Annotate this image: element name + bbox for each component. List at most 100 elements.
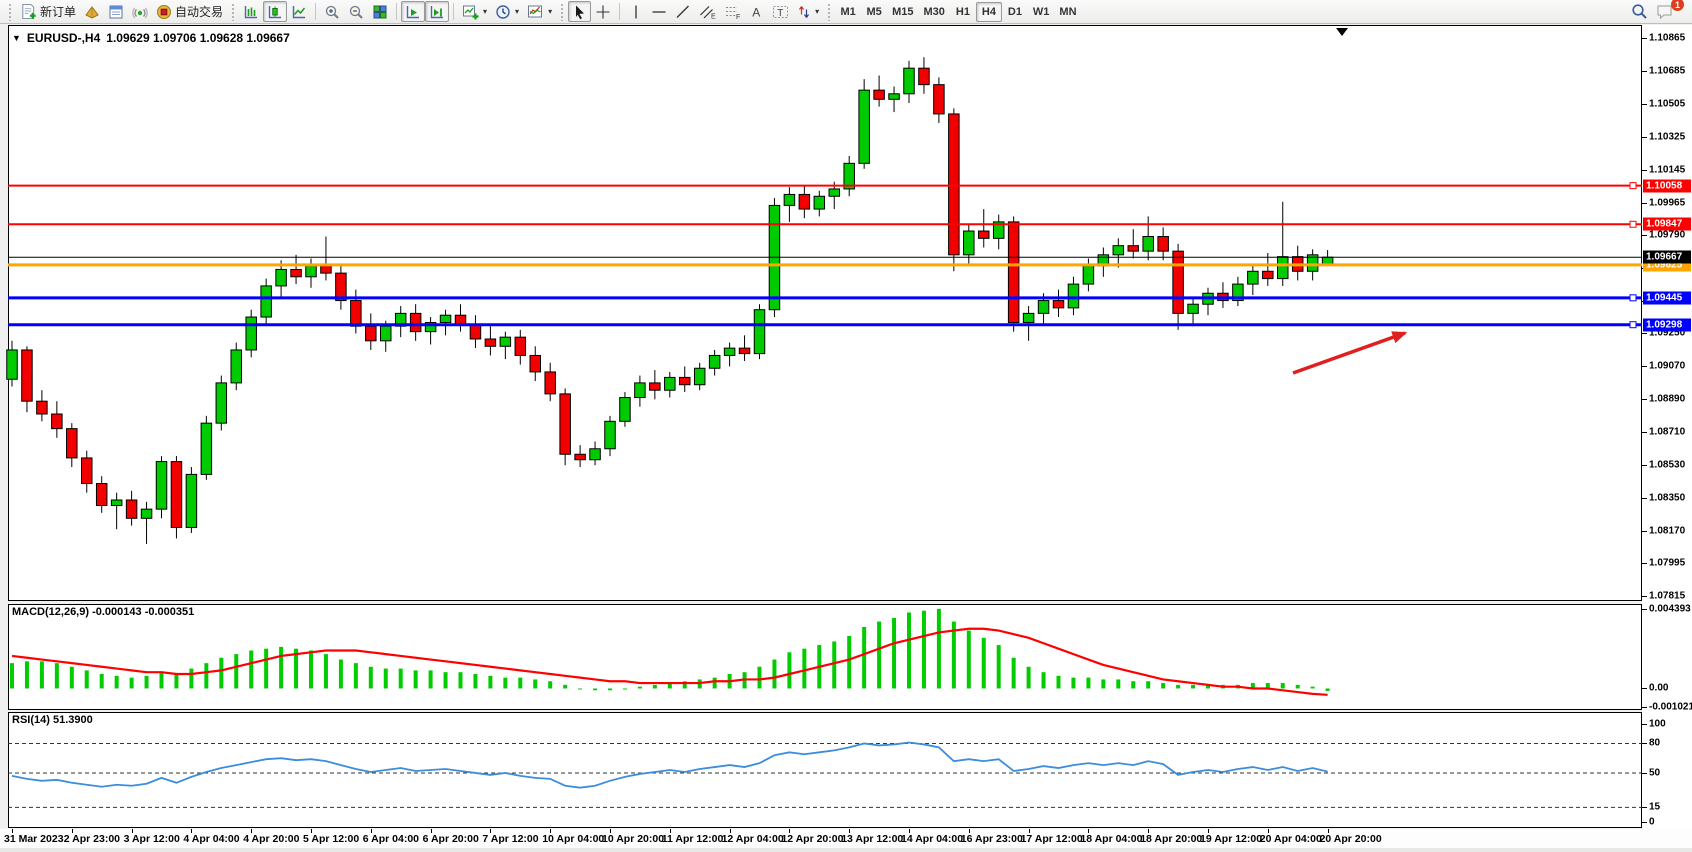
timeframe-MN[interactable]: MN	[1059, 5, 1077, 18]
new-order-icon	[20, 3, 37, 20]
chart-quotes: 1.09629 1.09706 1.09628 1.09667	[106, 31, 290, 45]
chart-symbol-period: EURUSD-,H4	[26, 31, 101, 45]
time-tick	[1028, 829, 1030, 833]
new-order-button[interactable]: 新订单	[16, 1, 80, 22]
chevron-down-icon: ▾	[483, 7, 488, 16]
time-tick	[1267, 829, 1269, 833]
cursor-button[interactable]	[568, 1, 592, 22]
chart-collapse-icon[interactable]: ▼	[12, 33, 21, 43]
signals-button[interactable]	[128, 1, 152, 22]
time-tick	[12, 829, 13, 833]
timeframe-M30[interactable]: M30	[923, 5, 945, 18]
price-tick-label: 1.09790	[1649, 229, 1686, 241]
auto-scroll-icon	[405, 4, 421, 20]
rsi-tick-label: 15	[1649, 801, 1661, 813]
chart-title: ▼ EURUSD-,H4 1.09629 1.09706 1.09628 1.0…	[12, 31, 290, 45]
rsi-value: 51.3900	[52, 714, 93, 726]
vertical-line-button[interactable]	[624, 1, 647, 22]
indicators-icon	[527, 4, 544, 20]
time-tick	[490, 829, 492, 833]
rsi-label: RSI(14) 51.3900	[12, 714, 93, 726]
horizontal-line-button[interactable]	[647, 1, 671, 22]
time-tick	[550, 829, 552, 833]
market-watch-button[interactable]	[80, 1, 104, 22]
time-tick-label: 4 Apr 04:00	[183, 833, 240, 845]
navigator-button[interactable]	[104, 1, 128, 22]
time-tick-label: 18 Apr 20:00	[1140, 833, 1203, 845]
price-axis[interactable]: 1.07815 1.07995 1.08170 1.08350 1.08530 1.087…	[1642, 25, 1692, 848]
auto-trading-label: 自动交易	[175, 5, 224, 19]
bar-chart-icon	[243, 4, 259, 20]
auto-scroll-button[interactable]	[401, 1, 426, 22]
price-tick	[1642, 70, 1647, 72]
equidistant-channel-button[interactable]: E	[695, 1, 720, 22]
time-tick-label: 20 Apr 20:00	[1319, 833, 1382, 845]
text-icon: A	[750, 4, 764, 20]
auto-trading-button[interactable]: 自动交易	[152, 1, 227, 22]
time-tick-label: 6 Apr 04:00	[362, 833, 420, 845]
tile-windows-icon	[372, 4, 388, 20]
timeframe-M5[interactable]: M5	[866, 5, 882, 18]
macd-panel[interactable]	[8, 604, 1642, 710]
indicators-button[interactable]: ▾	[523, 1, 556, 22]
zoom-out-button[interactable]	[344, 1, 368, 22]
timeframe-M1[interactable]: M1	[840, 5, 856, 18]
time-tick-label: 7 Apr 12:00	[482, 833, 539, 845]
toolbar-grip	[8, 2, 12, 21]
price-tick	[1642, 563, 1647, 565]
macd-tick-label: 0.004393	[1649, 603, 1691, 615]
price-tick	[1642, 465, 1647, 467]
fibonacci-button[interactable]: F	[720, 1, 745, 22]
arrows-icon	[797, 4, 811, 20]
time-tick	[729, 829, 731, 833]
time-tick	[131, 829, 133, 833]
main-chart-panel[interactable]	[8, 25, 1642, 601]
price-line-label: 1.09298	[1643, 318, 1691, 332]
timeframe-H1[interactable]: H1	[955, 5, 970, 18]
price-tick-label: 1.10685	[1649, 65, 1686, 77]
period-clock-button[interactable]: ▾	[491, 1, 523, 22]
time-tick-label: 10 Apr 20:00	[602, 833, 665, 845]
tile-windows-button[interactable]	[368, 1, 392, 22]
zoom-in-button[interactable]	[320, 1, 344, 22]
crosshair-button[interactable]	[591, 1, 615, 22]
price-tick	[1642, 37, 1647, 39]
macd-label: MACD(12,26,9) -0.000143 -0.000351	[12, 606, 195, 618]
bar-chart-button[interactable]	[239, 1, 263, 22]
trendline-button[interactable]	[671, 1, 695, 22]
timeframe-W1[interactable]: W1	[1032, 5, 1050, 18]
price-tick-label: 1.07995	[1649, 557, 1686, 569]
timeframe-M15[interactable]: M15	[892, 5, 914, 18]
chevron-down-icon: ▾	[515, 7, 520, 16]
market-watch-icon	[84, 4, 100, 20]
price-tick-label: 1.10325	[1649, 131, 1686, 143]
arrows-button[interactable]: ▾	[793, 1, 823, 22]
chat-button[interactable]: 1	[1652, 0, 1684, 22]
window-bottom-strip	[0, 848, 1692, 852]
cursor-icon	[572, 4, 587, 20]
chart-shift-button[interactable]	[425, 1, 450, 22]
time-axis[interactable]: 31 Mar 2023 2 Apr 23:00 3 Apr 12:00 4 Apr 0…	[0, 829, 1692, 848]
text-label-button[interactable]: T	[768, 1, 793, 22]
navigator-icon	[108, 4, 124, 20]
toolbar-separator	[315, 3, 317, 20]
time-tick-label: 17 Apr 12:00	[1020, 833, 1083, 845]
new-chart-button[interactable]: ▾	[458, 1, 491, 22]
line-chart-icon	[291, 4, 307, 20]
macd-tick-label: 0.00	[1649, 682, 1669, 694]
text-button[interactable]: A	[745, 1, 768, 22]
vertical-line-icon	[629, 4, 643, 20]
price-tick	[1642, 103, 1647, 105]
price-tick-label: 1.08350	[1649, 492, 1686, 504]
time-tick-label: 18 Apr 04:00	[1080, 833, 1143, 845]
price-tick-label: 1.10145	[1649, 164, 1686, 176]
search-button[interactable]	[1627, 1, 1652, 22]
price-tick-label: 1.10865	[1649, 32, 1686, 44]
line-chart-button[interactable]	[287, 1, 311, 22]
time-tick-label: 3 Apr 12:00	[123, 833, 180, 845]
rsi-panel[interactable]	[8, 712, 1642, 828]
timeframe-H4[interactable]: H4	[975, 1, 1002, 22]
time-tick	[191, 829, 193, 833]
timeframe-D1[interactable]: D1	[1007, 5, 1022, 18]
candlestick-chart-button[interactable]	[263, 1, 288, 22]
